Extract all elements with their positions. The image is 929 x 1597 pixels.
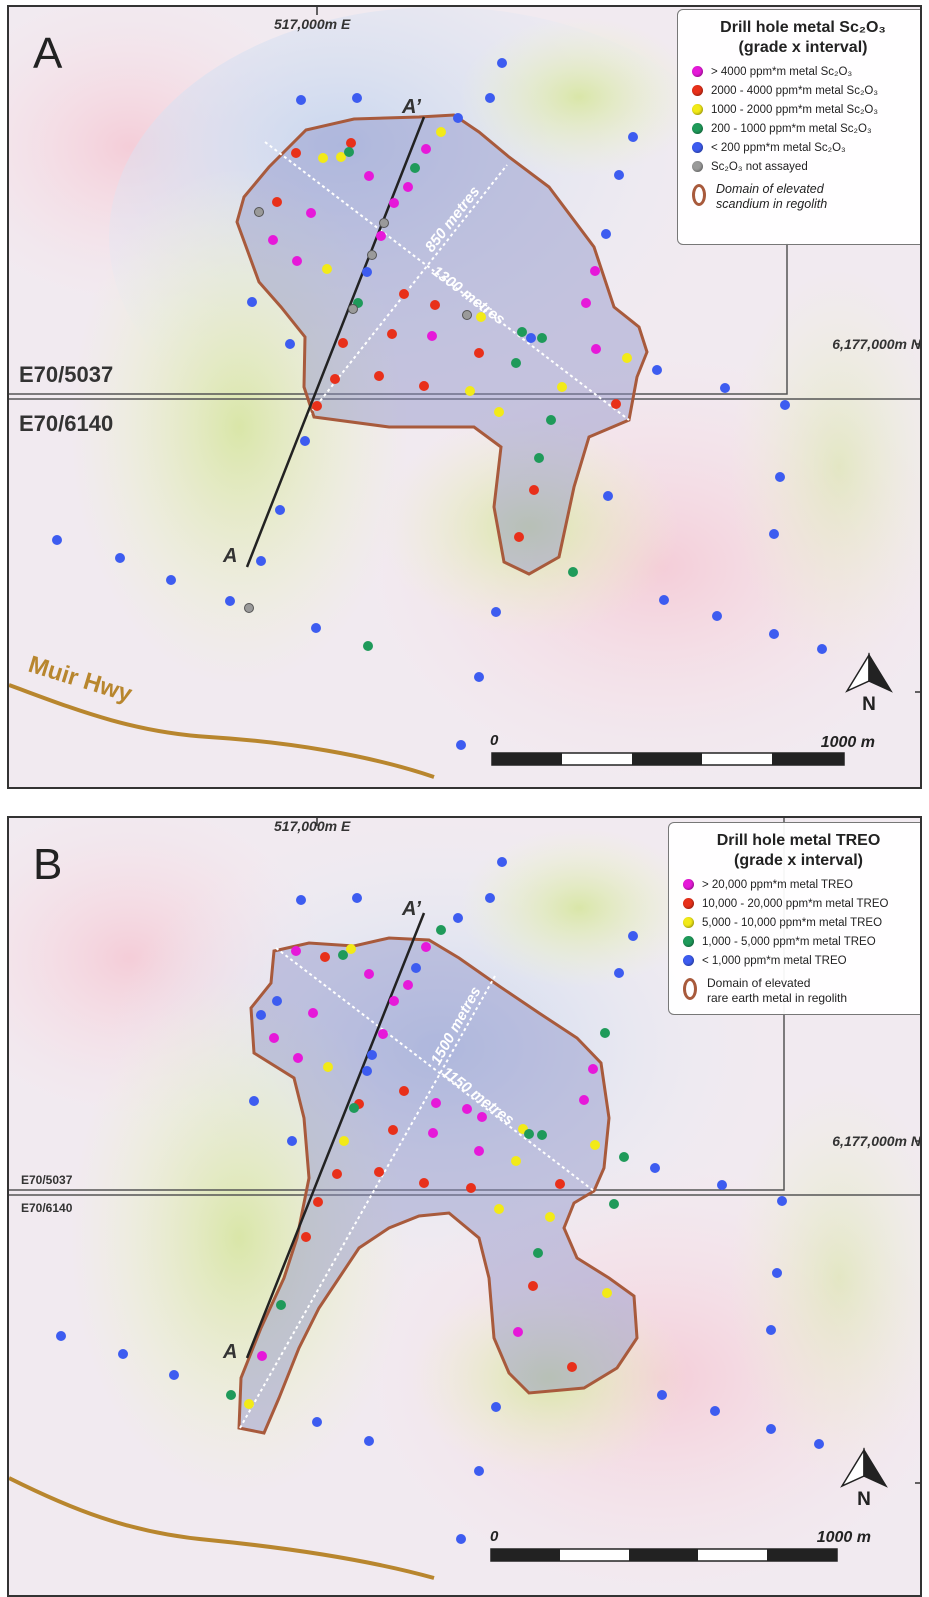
legend-a: Drill hole metal Sc₂O₃ (grade x interval… — [677, 9, 920, 245]
section-line-a-a-b — [245, 912, 426, 1359]
legend-swatch-icon — [683, 917, 694, 928]
legend-item: 2000 - 4000 ppm*m metal Sc₂O₃ — [688, 81, 918, 100]
legend-swatch-icon — [683, 955, 694, 966]
section-end-label-a: A’ — [401, 96, 421, 118]
legend-item: Sc₂O₃ not assayed — [688, 157, 918, 176]
legend-title-line2-a: (grade x interval) — [738, 39, 868, 56]
north-label-b: N — [857, 1489, 871, 1510]
dimension-line-850 — [308, 164, 508, 416]
legend-item: > 4000 ppm*m metal Sc₂O₃ — [688, 62, 918, 81]
section-start-label-a: A — [222, 545, 237, 567]
panel-label-a: A — [33, 29, 63, 78]
legend-item-label: 1000 - 2000 ppm*m metal Sc₂O₃ — [711, 103, 879, 116]
legend-item-label: 1,000 - 5,000 ppm*m metal TREO — [702, 935, 876, 948]
north-arrow-icon — [840, 1447, 888, 1488]
legend-item-label: < 200 ppm*m metal Sc₂O₃ — [711, 141, 846, 154]
northing-label-a: 6,177,000m N — [832, 336, 922, 352]
legend-item: < 1,000 ppm*m metal TREO — [679, 951, 918, 970]
legend-item-label: 10,000 - 20,000 ppm*m metal TREO — [702, 897, 889, 910]
legend-item: < 200 ppm*m metal Sc₂O₃ — [688, 138, 918, 157]
legend-item-label: < 1,000 ppm*m metal TREO — [702, 954, 847, 967]
section-end-label-b: A’ — [401, 898, 421, 920]
scale-bar-b — [490, 1548, 838, 1562]
drill-holes-a — [52, 58, 827, 750]
legend-swatch-icon — [692, 104, 703, 115]
legend-swatch-icon — [692, 161, 703, 172]
north-label-a: N — [862, 694, 876, 715]
domain-ring-icon — [683, 978, 697, 1000]
tenement-boundary-a — [9, 243, 788, 395]
domain-ring-icon — [692, 184, 706, 206]
legend-item-label: 2000 - 4000 ppm*m metal Sc₂O₃ — [711, 84, 879, 97]
legend-item: > 20,000 ppm*m metal TREO — [679, 875, 918, 894]
legend-domain-label: Domain of elevated scandium in regolith — [716, 182, 828, 211]
scale-end-label-a: 1000 m — [821, 734, 875, 751]
section-line-a-a — [245, 116, 426, 568]
panel-label-b: B — [33, 840, 63, 889]
road-line-b — [9, 1476, 435, 1580]
legend-swatch-icon — [692, 66, 703, 77]
tenement-south-label-a: E70/6140 — [19, 411, 113, 436]
northing-label-b: 6,177,000m N — [832, 1133, 922, 1149]
scale-start-label-b: 0 — [490, 1528, 499, 1545]
legend-item-label: 200 - 1000 ppm*m metal Sc₂O₃ — [711, 122, 872, 135]
scandium-domain-outline — [235, 113, 649, 576]
map-canvas-b: 517,000m E 6,177,000m N E70/5037 E70/614… — [9, 818, 922, 1595]
legend-domain: Domain of elevated rare earth metal in r… — [679, 976, 918, 1006]
legend-title-line1-a: Drill hole metal Sc₂O₃ — [720, 19, 886, 36]
easting-label-a: 517,000m E — [274, 16, 351, 32]
tenement-south-label-b: E70/6140 — [21, 1201, 73, 1215]
easting-label-b: 517,000m E — [274, 818, 351, 834]
legend-item: 10,000 - 20,000 ppm*m metal TREO — [679, 894, 918, 913]
legend-title-line2-b: (grade x interval) — [734, 852, 863, 869]
tenement-north-label-a: E70/5037 — [19, 362, 113, 387]
scale-bar-a — [491, 752, 845, 766]
drill-holes-b — [56, 857, 824, 1544]
legend-title-a: Drill hole metal Sc₂O₃ (grade x interval… — [688, 18, 918, 58]
legend-domain-label: Domain of elevated rare earth metal in r… — [707, 976, 848, 1005]
legend-title-line1-b: Drill hole metal TREO — [716, 832, 881, 849]
legend-item: 200 - 1000 ppm*m metal Sc₂O₃ — [688, 119, 918, 138]
legend-swatch-icon — [692, 85, 703, 96]
legend-item-label: > 20,000 ppm*m metal TREO — [702, 878, 853, 891]
legend-swatch-icon — [683, 898, 694, 909]
map-panel-b: 517,000m E 6,177,000m N E70/5037 E70/614… — [7, 816, 922, 1597]
legend-swatch-icon — [692, 142, 703, 153]
legend-title-b: Drill hole metal TREO (grade x interval) — [679, 831, 918, 871]
road-line — [9, 683, 435, 779]
tenement-north-label-b: E70/5037 — [21, 1173, 73, 1187]
scale-end-label-b: 1000 m — [817, 1529, 871, 1546]
legend-swatch-icon — [683, 879, 694, 890]
dimension-line-1500 — [239, 975, 496, 1429]
section-start-label-b: A — [222, 1341, 237, 1363]
map-panel-a: 517,000m E 6,177,000m N E70/5037 E70/614… — [7, 5, 922, 789]
legend-swatch-icon — [692, 123, 703, 134]
legend-item-label: 5,000 - 10,000 ppm*m metal TREO — [702, 916, 883, 929]
dimension-line-1300 — [264, 141, 630, 421]
scale-start-label-a: 0 — [490, 732, 499, 749]
legend-swatch-icon — [683, 936, 694, 947]
legend-item: 1000 - 2000 ppm*m metal Sc₂O₃ — [688, 100, 918, 119]
legend-item: 5,000 - 10,000 ppm*m metal TREO — [679, 913, 918, 932]
legend-item-label: Sc₂O₃ not assayed — [711, 160, 808, 173]
rare-earth-domain-outline — [237, 936, 639, 1435]
legend-b: Drill hole metal TREO (grade x interval)… — [668, 822, 920, 1015]
legend-item: 1,000 - 5,000 ppm*m metal TREO — [679, 932, 918, 951]
legend-domain: Domain of elevated scandium in regolith — [688, 182, 918, 212]
north-arrow-icon — [845, 652, 893, 693]
legend-item-label: > 4000 ppm*m metal Sc₂O₃ — [711, 65, 853, 78]
dimension-line-1150 — [275, 947, 595, 1192]
